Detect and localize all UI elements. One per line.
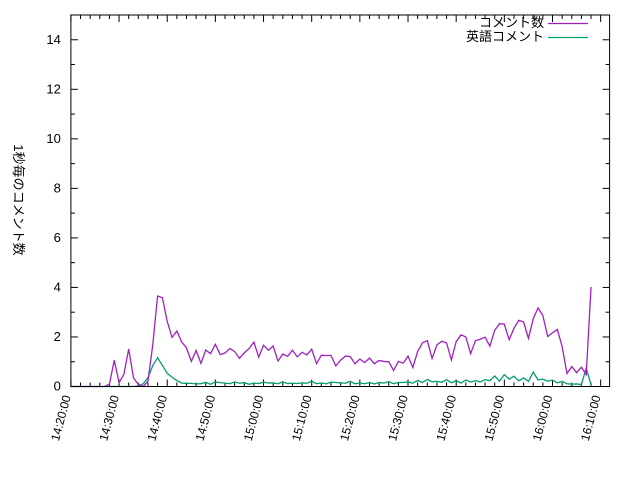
svg-text:コメント数: コメント数: [479, 15, 544, 30]
svg-text:8: 8: [54, 180, 61, 195]
svg-text:14: 14: [46, 32, 60, 47]
svg-text:10: 10: [46, 131, 60, 146]
svg-text:0: 0: [54, 379, 61, 394]
svg-text:4: 4: [54, 279, 61, 294]
svg-text:6: 6: [54, 230, 61, 245]
svg-text:2: 2: [54, 329, 61, 344]
svg-text:12: 12: [46, 81, 60, 96]
svg-text:英語コメント: 英語コメント: [466, 29, 544, 44]
svg-text:1秒毎のコメント数: 1秒毎のコメント数: [11, 144, 26, 255]
